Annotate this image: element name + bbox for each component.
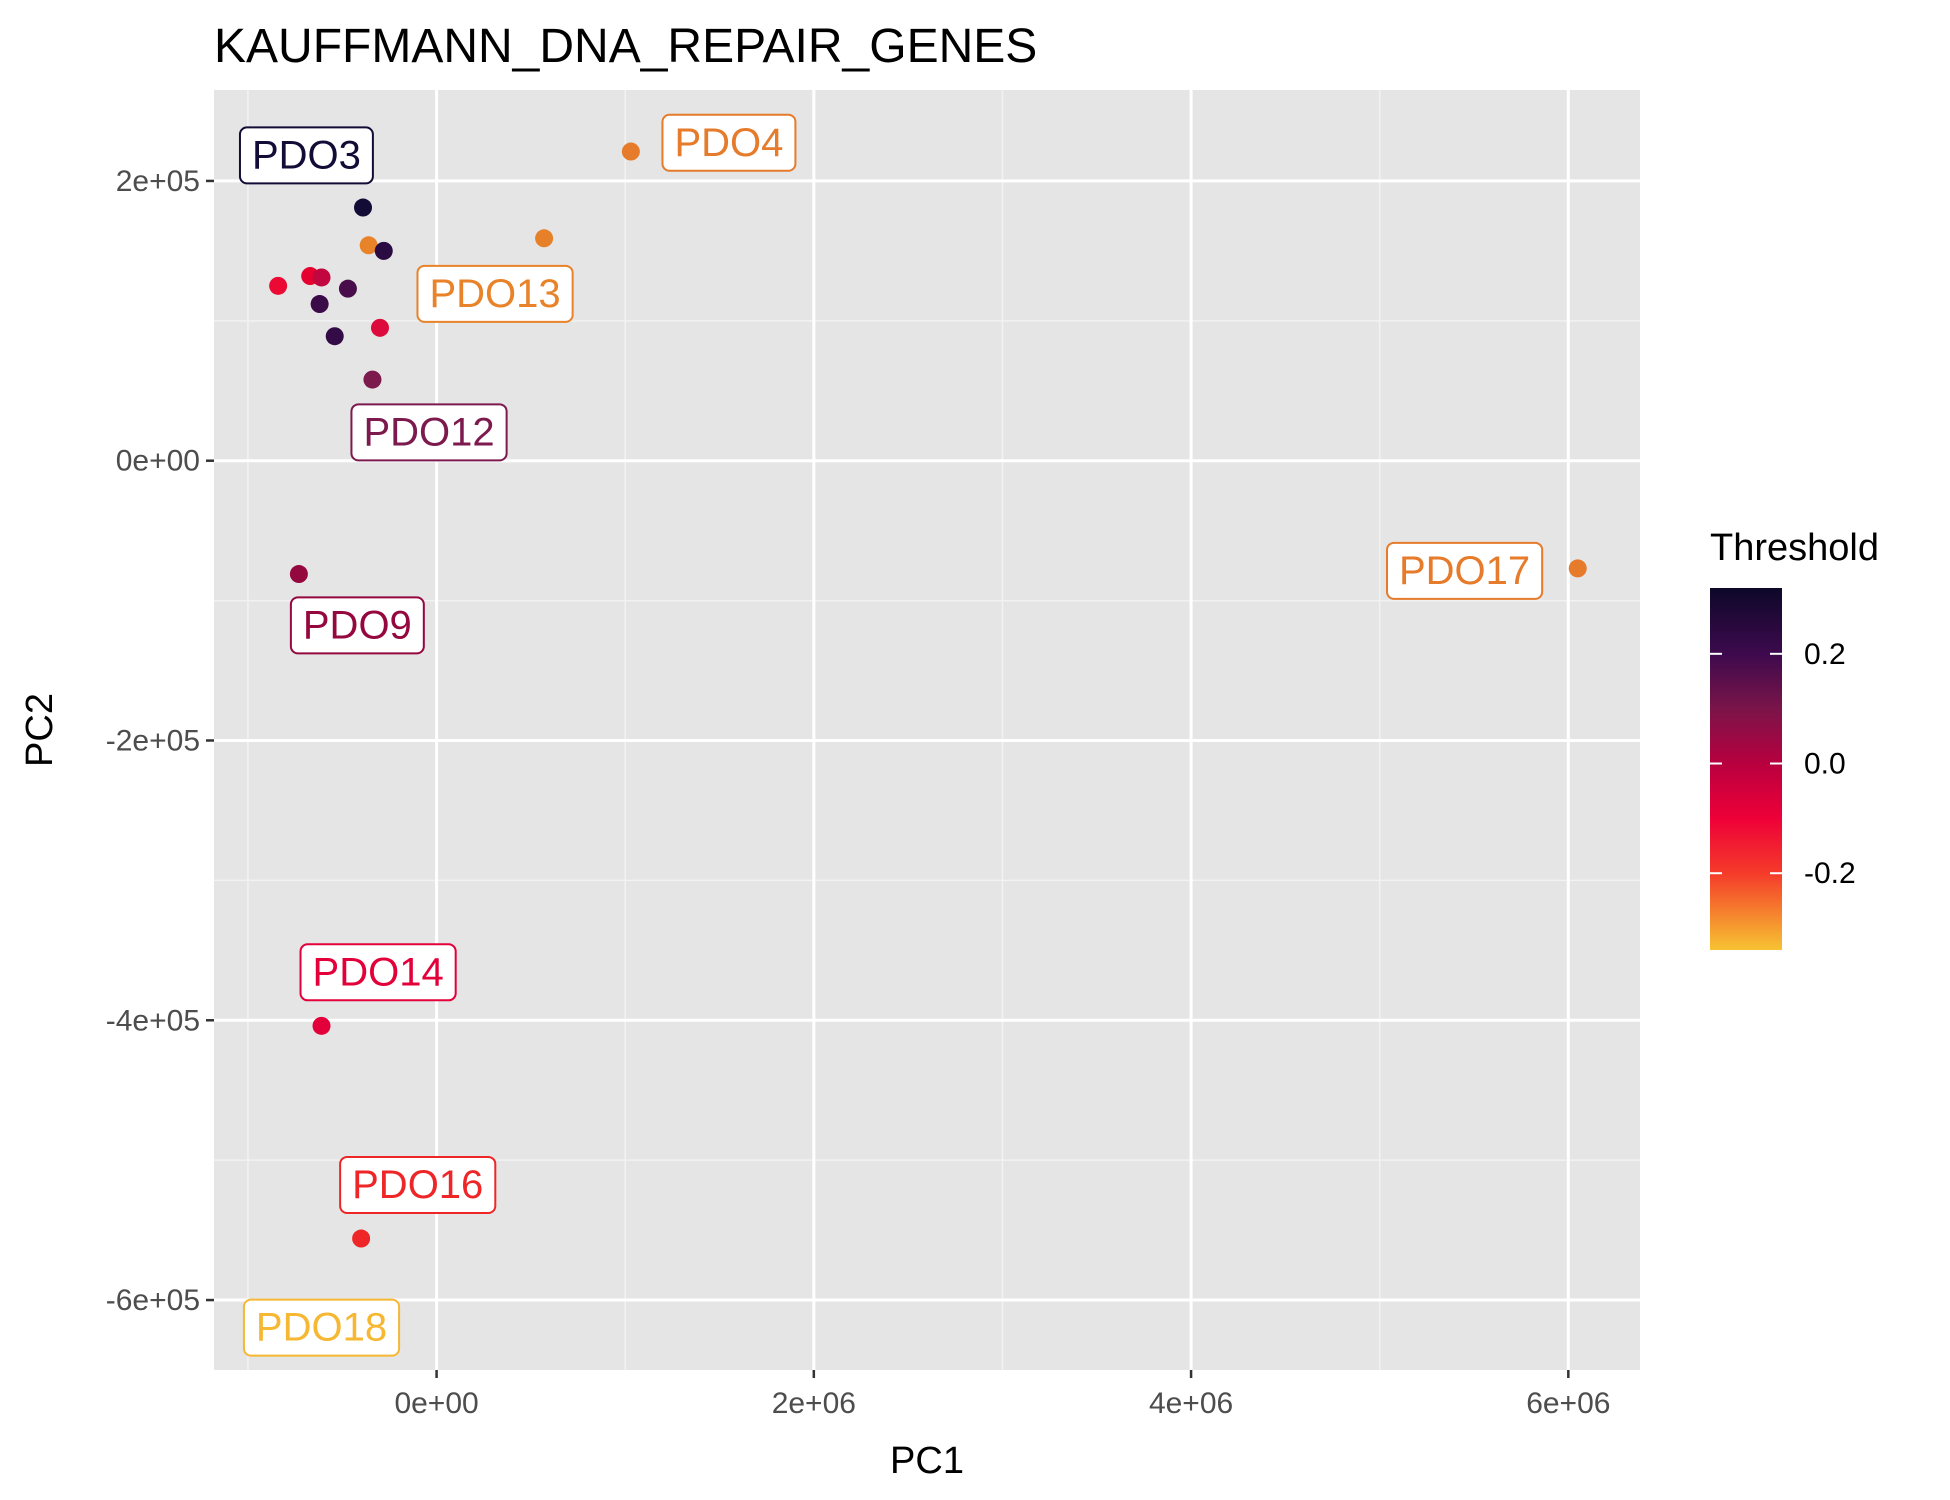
point-label: PDO4 xyxy=(661,113,797,172)
point-label-box xyxy=(299,943,457,1002)
data-point xyxy=(312,1016,331,1035)
data-point xyxy=(359,236,378,255)
legend-title: Threshold xyxy=(1710,527,1879,569)
point-labels: PDO3 PDO4 PDO13 PDO12 PDO17 PDO9 PDO14 PDO16 PDO… xyxy=(238,113,1544,1357)
point-label: PDO12 xyxy=(350,403,508,462)
data-point xyxy=(535,229,554,248)
point-label-text: PDO9 xyxy=(303,603,412,647)
x-tick-label: 6e+06 xyxy=(1526,1387,1610,1420)
point-label-text: PDO17 xyxy=(1399,549,1530,593)
data-point xyxy=(269,276,288,295)
y-tick-label: 2e+05 xyxy=(116,165,200,198)
x-tick-labels: 0e+00 2e+06 4e+06 6e+06 xyxy=(394,1387,1610,1420)
data-point xyxy=(352,1229,371,1248)
data-point xyxy=(338,279,357,298)
axis-ticks xyxy=(206,179,1570,1378)
y-tick-labels: -6e+05 -4e+05 -2e+05 0e+00 2e+05 xyxy=(106,165,200,1317)
data-point xyxy=(354,198,373,217)
point-label-box xyxy=(242,1298,401,1357)
point-label-box xyxy=(339,1155,497,1214)
point-label-box xyxy=(289,596,425,655)
point-label-text: PDO16 xyxy=(352,1163,483,1207)
data-point xyxy=(374,241,393,260)
y-tick-label: -4e+05 xyxy=(106,1004,200,1037)
point-label-text: PDO12 xyxy=(363,410,494,454)
data-point xyxy=(621,142,640,161)
legend: Threshold 0.2 0.0 -0.2 xyxy=(1710,527,1879,950)
data-point xyxy=(325,327,344,346)
data-point xyxy=(363,370,382,389)
y-axis-title: PC2 xyxy=(19,693,61,767)
y-tick-label: -6e+05 xyxy=(106,1284,200,1317)
point-label: PDO9 xyxy=(289,596,425,655)
legend-tick-label: 0.2 xyxy=(1804,638,1846,671)
point-label-text: PDO3 xyxy=(252,133,361,177)
y-tick-label: -2e+05 xyxy=(106,724,200,757)
x-tick-label: 0e+00 xyxy=(394,1387,478,1420)
data-points xyxy=(269,142,1587,1248)
point-label-box xyxy=(350,403,508,462)
x-axis-title: PC1 xyxy=(890,1440,964,1482)
point-label-text: PDO4 xyxy=(674,121,783,165)
data-point xyxy=(310,295,329,314)
point-label: PDO16 xyxy=(339,1155,497,1214)
point-label-text: PDO13 xyxy=(429,272,560,316)
chart-title: KAUFFMANN_DNA_REPAIR_GENES xyxy=(214,20,1037,73)
legend-tick-label: 0.0 xyxy=(1804,748,1846,781)
x-tick-label: 2e+06 xyxy=(772,1387,856,1420)
point-label-box xyxy=(416,264,574,323)
point-label: PDO13 xyxy=(416,264,574,323)
data-point xyxy=(312,268,331,287)
point-label-box xyxy=(1385,541,1544,600)
legend-ticks: 0.2 0.0 -0.2 xyxy=(1710,638,1856,890)
point-label: PDO17 xyxy=(1385,541,1544,600)
point-label-box xyxy=(238,126,374,185)
data-point xyxy=(1568,559,1587,578)
point-label: PDO18 xyxy=(242,1298,401,1357)
point-label: PDO3 xyxy=(238,126,374,185)
point-label-text: PDO18 xyxy=(256,1306,387,1350)
data-point xyxy=(370,318,389,337)
point-label-box xyxy=(661,113,797,172)
point-label: PDO14 xyxy=(299,943,457,1002)
x-tick-label: 4e+06 xyxy=(1149,1387,1233,1420)
legend-tick-label: -0.2 xyxy=(1804,857,1856,890)
data-point xyxy=(289,565,308,584)
legend-colorbar xyxy=(1710,588,1782,950)
point-label-text: PDO14 xyxy=(313,950,444,994)
y-tick-label: 0e+00 xyxy=(116,445,200,478)
